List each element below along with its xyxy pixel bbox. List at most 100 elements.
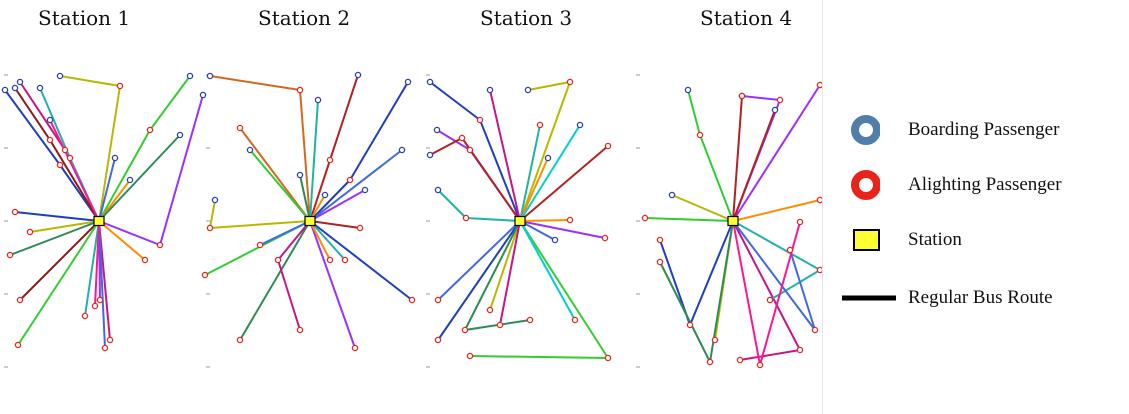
boarding-passenger-point [524, 86, 532, 94]
alighting-passenger-point [434, 296, 442, 304]
alighting-passenger-point [756, 361, 764, 369]
alighting-passenger-point [462, 214, 470, 222]
alighting-passenger-point [236, 124, 244, 132]
alighting-passenger-point [526, 316, 534, 324]
alighting-passenger-point [496, 321, 504, 329]
boarding-passenger-point [433, 126, 441, 134]
bus-route [644, 89, 734, 222]
bus-route [4, 89, 100, 222]
boarding-passenger-point [551, 236, 559, 244]
boarding-passenger-point [111, 154, 119, 162]
boarding-passenger-point [426, 151, 434, 159]
alighting-passenger-point [601, 234, 609, 242]
station-1-title: Station 1 [38, 6, 131, 30]
alighting-passenger-point [738, 92, 746, 100]
bus-route [437, 124, 541, 222]
boarding-passenger-point [211, 196, 219, 204]
boarding-passenger-point [771, 106, 779, 114]
alighting-passenger-point [296, 326, 304, 334]
alighting-passenger-marker [851, 170, 880, 200]
alighting-passenger-point [816, 81, 822, 89]
alighting-passenger-point [811, 326, 819, 334]
alighting-passenger-point [141, 256, 149, 264]
alighting-passenger-point [408, 296, 416, 304]
alighting-passenger-point [766, 296, 774, 304]
alighting-passenger-point [776, 96, 784, 104]
boarding-passenger-marker [851, 115, 880, 145]
bus-route [464, 220, 531, 331]
bus-route [29, 75, 121, 233]
bus-route [309, 81, 413, 301]
bus-route [732, 84, 821, 222]
alighting-passenger-point [156, 241, 164, 249]
legend-label-boarding: Boarding Passenger [908, 119, 1060, 140]
alighting-passenger-point [341, 256, 349, 264]
station-1-square [93, 215, 105, 227]
boarding-passenger-point [398, 146, 406, 154]
alighting-passenger-point [46, 136, 54, 144]
bus-route-marker [842, 295, 896, 301]
legend-item-boarding: Boarding Passenger [840, 115, 1059, 145]
bus-route [732, 95, 776, 222]
alighting-passenger-point [56, 161, 64, 169]
bus-route [659, 220, 734, 363]
station-3-title: Station 3 [480, 6, 573, 30]
bus-route [671, 194, 734, 341]
alighting-passenger-point [14, 341, 22, 349]
boarding-passenger-point [46, 116, 54, 124]
legend-divider [822, 0, 823, 414]
alighting-passenger-point [796, 346, 804, 354]
alighting-passenger-point [566, 78, 574, 86]
boarding-passenger-point [576, 121, 584, 129]
boarding-passenger-point [684, 86, 692, 94]
boarding-passenger-point [314, 96, 322, 104]
station-marker [853, 229, 880, 251]
alighting-passenger-point [351, 344, 359, 352]
alighting-passenger-point [486, 306, 494, 314]
boarding-passenger-point [36, 84, 44, 92]
bus-route [14, 87, 100, 301]
station-3-square [514, 215, 526, 227]
alighting-passenger-point [356, 224, 364, 232]
alighting-passenger-point [466, 352, 474, 360]
boarding-passenger-point [361, 186, 369, 194]
boarding-passenger-point [1, 86, 9, 94]
alighting-passenger-point [711, 336, 719, 344]
boarding-passenger-point [56, 72, 64, 80]
alighting-passenger-point [466, 146, 474, 154]
bus-route [469, 220, 609, 359]
alighting-passenger-point [434, 336, 442, 344]
alighting-passenger-point [26, 228, 34, 236]
alighting-passenger-point [346, 176, 354, 184]
bus-route [17, 75, 191, 346]
alighting-passenger-point [536, 121, 544, 129]
bus-route [19, 81, 111, 341]
boarding-passenger-point [404, 78, 412, 86]
bus-route [239, 174, 311, 341]
alighting-passenger-point [236, 336, 244, 344]
boarding-passenger-point [176, 131, 184, 139]
bus-route [277, 220, 311, 331]
alighting-passenger-point [696, 131, 704, 139]
bus-route [732, 199, 821, 222]
alighting-passenger-point [106, 336, 114, 344]
alighting-passenger-point [116, 82, 124, 90]
station-2-square [304, 215, 316, 227]
alighting-passenger-point [101, 344, 109, 352]
legend-label-alighting: Alighting Passenger [908, 174, 1062, 195]
boarding-passenger-point [544, 154, 552, 162]
boarding-passenger-point [11, 84, 19, 92]
alighting-passenger-point [296, 86, 304, 94]
station-1-panel [1, 72, 207, 352]
alighting-passenger-point [6, 251, 14, 259]
alighting-passenger-point [206, 224, 214, 232]
alighting-passenger-point [786, 246, 794, 254]
boarding-passenger-point [199, 91, 207, 99]
alighting-passenger-point [256, 241, 264, 249]
station-4-square [727, 215, 739, 227]
alighting-passenger-point [656, 236, 664, 244]
station-4-title: Station 4 [700, 6, 793, 30]
boarding-passenger-point [486, 86, 494, 94]
alighting-passenger-point [571, 316, 579, 324]
alighting-passenger-point [604, 354, 612, 362]
